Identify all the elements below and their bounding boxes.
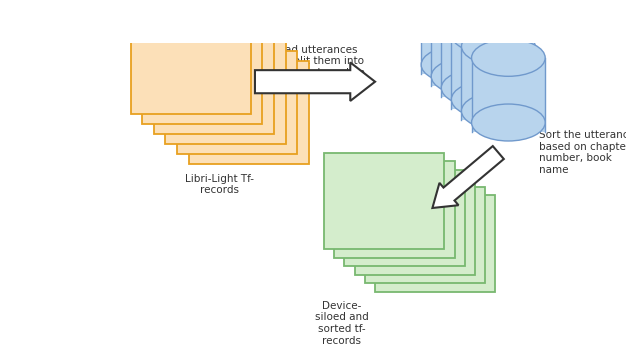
Ellipse shape (431, 0, 505, 30)
Bar (431, 12, 505, 86)
Ellipse shape (441, 5, 515, 42)
Text: Libri-Light Tf-
records: Libri-Light Tf- records (185, 174, 254, 195)
Bar (461, 46, 535, 120)
Text: Read utterances
and split them into
partitions based on
speaker: Read utterances and split them into part… (264, 45, 365, 90)
Ellipse shape (471, 104, 545, 141)
Ellipse shape (421, 0, 495, 19)
Ellipse shape (451, 16, 525, 53)
Bar (165, 41, 285, 144)
Bar (154, 31, 274, 134)
Ellipse shape (421, 46, 495, 83)
Bar (451, 35, 525, 109)
Bar (324, 153, 444, 249)
Ellipse shape (461, 93, 535, 130)
Ellipse shape (441, 69, 515, 106)
Bar (188, 60, 309, 165)
Bar (334, 161, 454, 258)
FancyArrow shape (433, 146, 504, 208)
Bar (375, 195, 495, 292)
Bar (421, 0, 495, 74)
Bar (354, 178, 475, 275)
Text: Sort the utterances
based on chapter
number, book
name: Sort the utterances based on chapter num… (540, 130, 626, 175)
Text: Device-
siloed and
sorted tf-
records: Device- siloed and sorted tf- records (315, 301, 369, 346)
Bar (142, 21, 262, 125)
Bar (177, 50, 297, 154)
Bar (441, 23, 515, 97)
Bar (364, 187, 485, 283)
Ellipse shape (471, 39, 545, 76)
FancyArrow shape (255, 62, 375, 101)
Ellipse shape (461, 28, 535, 65)
Bar (131, 10, 250, 114)
Ellipse shape (431, 58, 505, 95)
Bar (344, 170, 464, 266)
Bar (471, 58, 545, 132)
Ellipse shape (451, 81, 525, 118)
